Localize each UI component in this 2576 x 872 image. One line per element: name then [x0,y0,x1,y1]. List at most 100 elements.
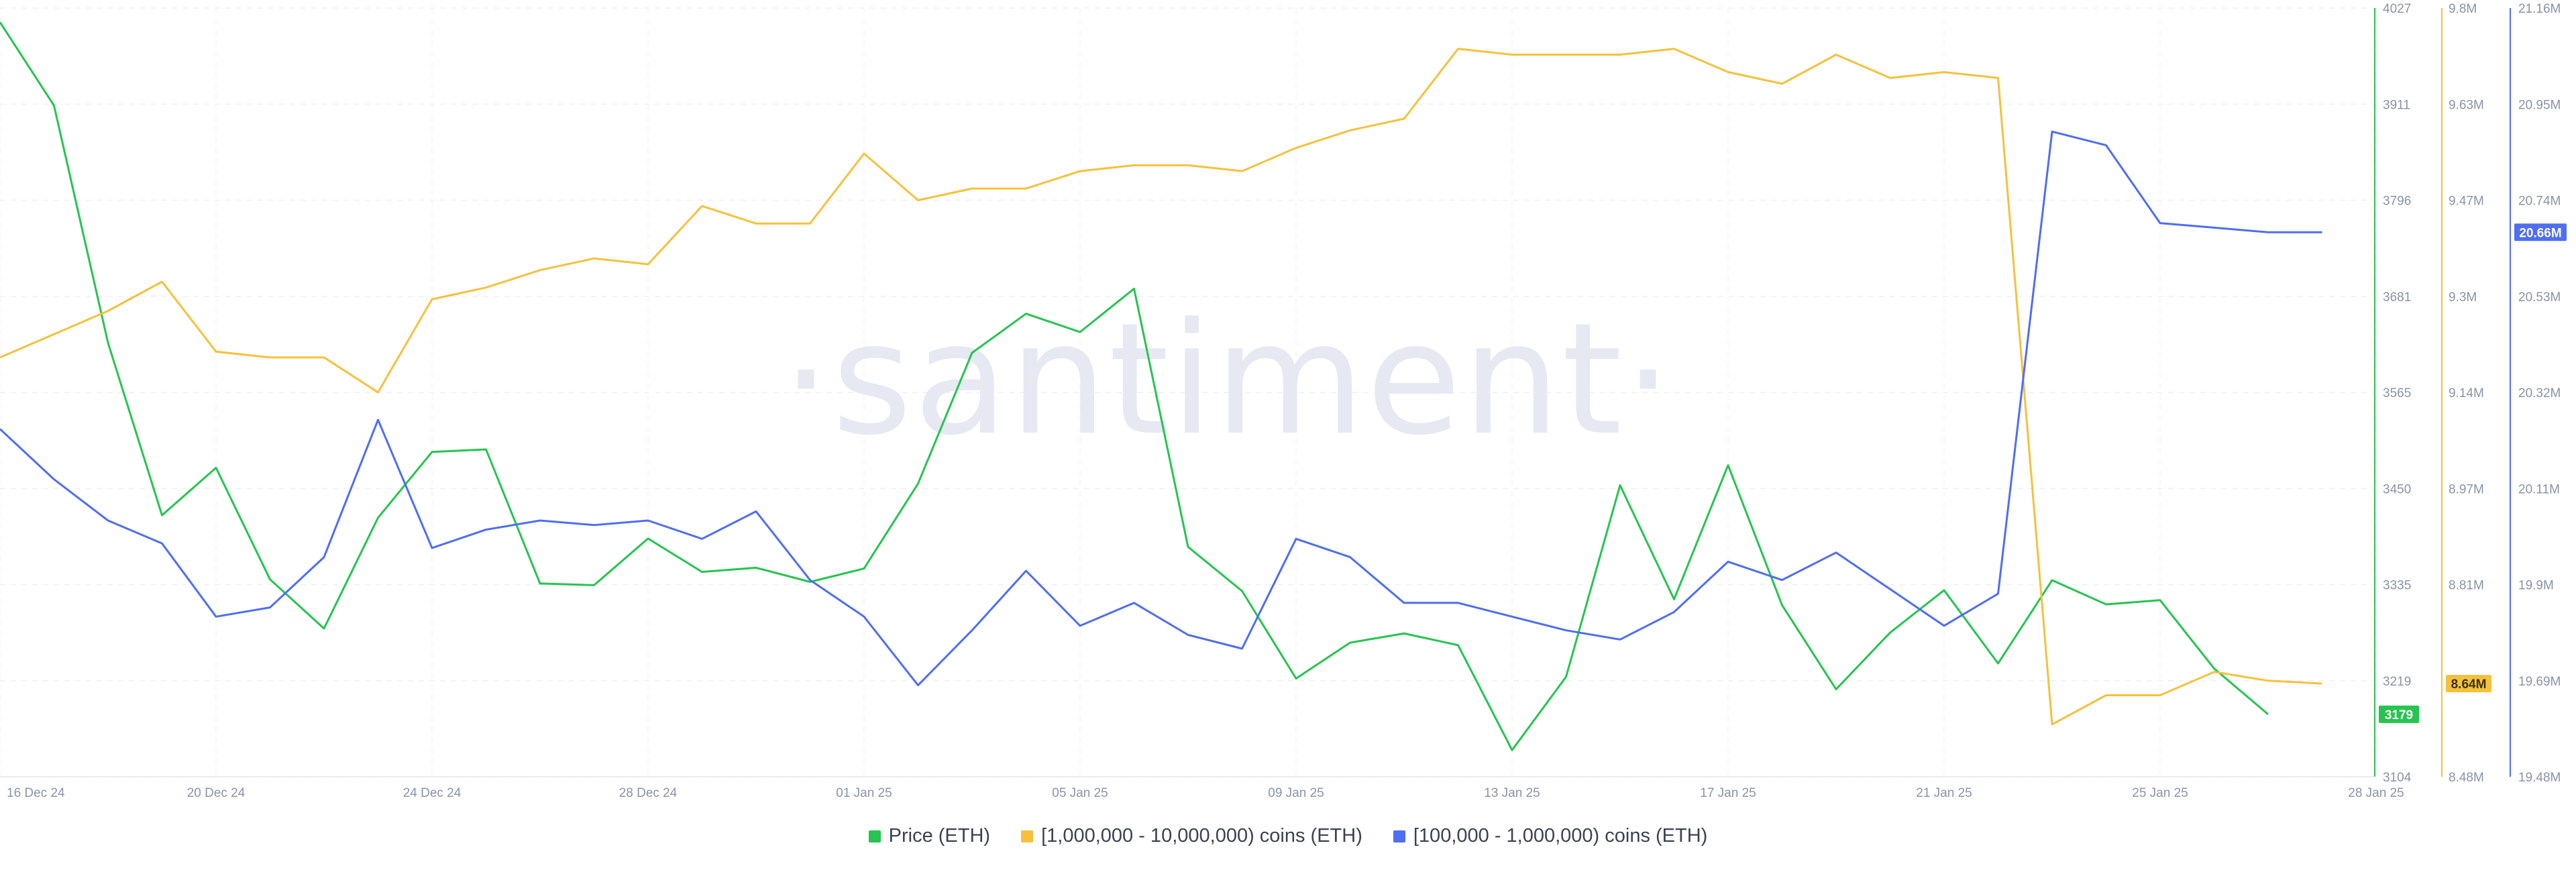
series-point-mid [269,606,271,608]
series-point-large [323,356,325,358]
series-point-price [1457,644,1459,646]
series-point-mid [2267,231,2269,233]
y-tick-label-large: 9.8M [2449,2,2477,16]
series-point-mid [1457,602,1459,604]
series-point-mid [971,629,973,631]
series-point-large [53,333,55,335]
legend-swatch-price [868,830,881,842]
series-point-mid [215,616,217,618]
series-point-mid [593,524,595,526]
series-point-price [1781,604,1783,606]
series-point-mid [2213,227,2215,229]
y-tick-label-mid: 19.9M [2518,579,2554,593]
series-point-mid [863,616,865,618]
last-value-badges: 3179 8.64M 20.66M [2379,223,2567,723]
series-point-price [1079,331,1081,333]
chart-axes: 4027 3911 3796 3681 3565 3450 3335 3219 3104 9.8M… [0,2,2561,785]
series-point-mid [323,556,325,558]
santiment-watermark: ·santiment· [782,290,1674,470]
x-tick-label: 01 Jan 25 [836,786,892,800]
y-tick-label-large: 9.14M [2449,386,2484,400]
series-point-price [593,584,595,586]
series-point-price [1619,484,1621,486]
last-value-badge-large [2446,675,2491,693]
y-tick-label-large: 9.47M [2449,195,2484,209]
series-point-large [701,205,703,207]
legend-item-price[interactable]: Price (ETH) [868,825,990,847]
chart-legend: Price (ETH) [1,000,000 - 10,000,000) coi… [0,825,2576,847]
series-point-large [2159,694,2161,696]
x-tick-label: 09 Jan 25 [1268,786,1324,800]
series-point-price [485,449,487,451]
last-value-label-mid: 20.66M [2519,226,2561,240]
series-point-mid [647,520,649,522]
series-point-mid [1619,639,1621,641]
series-point-mid [755,510,757,512]
series-point-mid [1241,648,1243,650]
series-point-price [1133,288,1135,290]
series-point-large [1241,170,1243,172]
x-tick-label: 05 Jan 25 [1052,786,1108,800]
series-point-mid [1187,634,1189,636]
series-point-price [2213,667,2215,669]
series-point-mid [1079,624,1081,626]
series-point-mid [1997,593,1999,595]
series-line-large [0,48,2322,726]
last-value-badge-price [2379,705,2419,723]
series-point-price [53,105,55,107]
series-point-mid [485,529,487,531]
x-tick-label: 20 Dec 24 [187,786,246,800]
series-point-price [647,537,649,539]
last-value-label-price: 3179 [2385,708,2413,722]
x-tick-label: 24 Dec 24 [403,786,462,800]
series-point-price [971,352,973,354]
y-tick-label-large: 8.48M [2449,771,2484,785]
series-point-mid [161,543,163,545]
series-point-large [539,269,541,271]
series-point-mid [53,478,55,480]
series-point-price [1673,598,1675,600]
series-point-large [107,310,109,312]
series-point-large [1511,54,1513,56]
series-point-large [161,281,163,283]
series-point-large [2213,671,2215,673]
series-point-mid [1403,602,1405,604]
series-point-mid [1349,556,1351,558]
series-point-mid [1565,629,1567,631]
series-point-mid [1727,561,1729,563]
series-point-price [2051,579,2053,581]
series-point-mid [539,520,541,522]
series-point-large [917,199,919,201]
series-point-mid [1295,538,1297,540]
series-point-large [809,223,811,225]
series-point-price [1025,313,1027,315]
series-point-price [1565,676,1567,678]
series-point-large [1997,77,1999,79]
series-point-large [755,223,757,225]
y-tick-label-price: 3565 [2383,386,2411,400]
y-tick-label-price: 3911 [2383,98,2410,112]
series-point-large [2105,694,2107,696]
series-point-mid [2159,222,2161,224]
series-point-large [1619,54,1621,56]
y-tick-label-price: 4027 [2383,2,2411,16]
series-point-price [1349,642,1351,644]
series-point-price [1835,688,1837,690]
series-point-price [1727,464,1729,466]
series-point-price [1403,633,1405,635]
series-point-large [1025,188,1027,190]
series-point-mid [917,684,919,686]
legend-item-large-holders[interactable]: [1,000,000 - 10,000,000) coins (ETH) [1021,825,1362,847]
series-layer [0,21,2322,751]
series-point-price [863,567,865,569]
y-tick-label-price: 3796 [2383,195,2411,209]
x-tick-label: 17 Jan 25 [1700,786,1756,800]
series-point-large [1889,77,1891,79]
series-point-large [1943,71,1945,73]
x-tick-label: 28 Dec 24 [619,786,678,800]
legend-item-mid-holders[interactable]: [100,000 - 1,000,000) coins (ETH) [1393,825,1707,847]
series-point-price [107,342,109,344]
series-point-mid [1025,570,1027,572]
series-point-large [863,153,865,155]
series-point-mid [2105,144,2107,146]
